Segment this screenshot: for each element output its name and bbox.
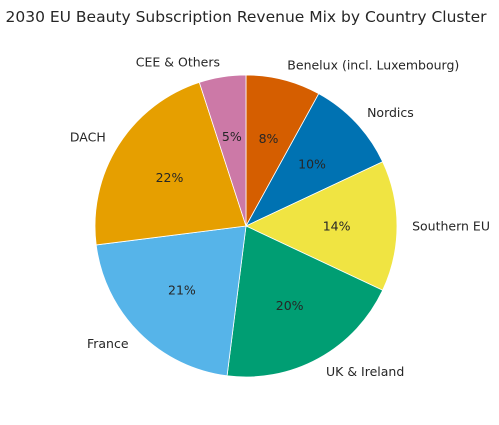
slice-pct-france: 21%	[168, 283, 196, 298]
pie-slices	[94, 74, 398, 378]
pie-slice-france	[95, 225, 247, 377]
slice-label-southern-eu: Southern EU	[412, 219, 490, 234]
slice-label-cee-others: CEE & Others	[136, 54, 220, 69]
slice-label-benelux-incl-luxembourg: Benelux (incl. Luxembourg)	[287, 58, 459, 73]
pie-slice-dach	[94, 81, 247, 246]
chart-title: 2030 EU Beauty Subscription Revenue Mix …	[5, 8, 487, 26]
slice-label-dach: DACH	[70, 130, 106, 145]
slice-pct-southern-eu: 14%	[323, 219, 351, 234]
pie-slice-cee-others	[198, 74, 247, 227]
pie-slice-uk-ireland	[226, 225, 384, 378]
pie-labels: Benelux (incl. Luxembourg) 8% Nordics 10% So…	[70, 54, 490, 379]
slice-label-france: France	[87, 336, 129, 351]
pie-slice-southern-eu	[245, 161, 398, 291]
pie-slice-nordics	[245, 93, 384, 227]
slice-label-nordics: Nordics	[367, 105, 414, 120]
slice-pct-benelux-incl-luxembourg: 8%	[259, 131, 279, 146]
slice-label-uk-ireland: UK & Ireland	[326, 364, 404, 379]
slice-pct-nordics: 10%	[298, 156, 326, 171]
slice-pct-cee-others: 5%	[222, 129, 242, 144]
slice-pct-dach: 22%	[156, 170, 184, 185]
slice-pct-uk-ireland: 20%	[276, 298, 304, 313]
